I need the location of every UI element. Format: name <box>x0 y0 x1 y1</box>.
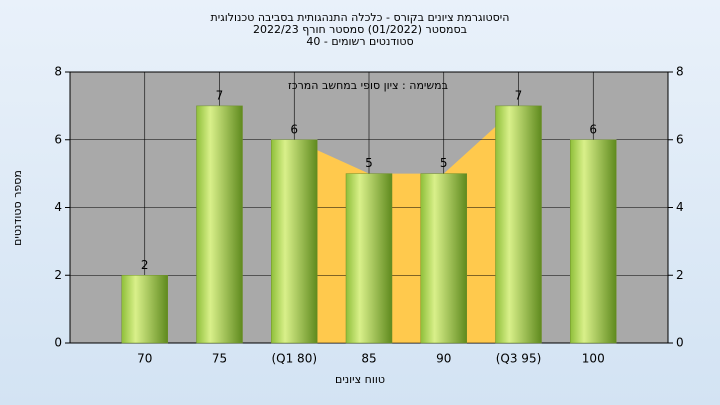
bar <box>570 139 617 344</box>
y2-tick-label: 2 <box>676 268 684 282</box>
subtitle: סטודנטים רשומים - 40 <box>306 35 413 48</box>
chart-title: היסטוגרמת ציונים בקורס - כלכלה התנהגותית… <box>211 11 510 24</box>
data-label: 6 <box>589 122 597 136</box>
x-tick-label: 90 <box>436 352 451 366</box>
bar <box>271 139 318 344</box>
bar <box>345 173 393 344</box>
y2-tick-label: 4 <box>676 200 684 214</box>
data-label: 7 <box>216 88 224 102</box>
x-tick-label: (Q1 80) <box>271 352 317 366</box>
data-label: 5 <box>440 156 448 170</box>
y-axis-label: מספר סטודנטים <box>11 170 24 246</box>
y-tick-label: 4 <box>54 200 62 214</box>
bar <box>495 105 542 344</box>
y-tick-label: 2 <box>54 268 62 282</box>
data-label: 6 <box>290 122 298 136</box>
annotation: במשימה : ציון סופי במחשב המרכז <box>288 79 448 92</box>
y-tick-label: 6 <box>54 132 62 146</box>
x-tick-label: 75 <box>212 352 227 366</box>
y-tick-label: 8 <box>54 65 62 79</box>
y2-tick-label: 6 <box>676 132 684 146</box>
x-tick-label: (Q3 95) <box>496 352 542 366</box>
data-label: 7 <box>515 88 523 102</box>
bar <box>196 105 243 344</box>
bar <box>420 173 467 344</box>
bar <box>121 275 168 344</box>
x-tick-label: 70 <box>137 352 152 366</box>
y2-tick-label: 8 <box>676 65 684 79</box>
y2-tick-label: 0 <box>676 336 684 350</box>
subtitle: בסמסטר (01/2022) סמסטר חורף 2022/23 <box>253 23 467 36</box>
x-tick-label: 85 <box>361 352 376 366</box>
data-label: 2 <box>141 258 149 272</box>
y-tick-label: 0 <box>54 336 62 350</box>
x-tick-label: 100 <box>582 352 605 366</box>
x-axis-label: טווח ציונים <box>335 373 385 386</box>
data-label: 5 <box>365 156 373 170</box>
